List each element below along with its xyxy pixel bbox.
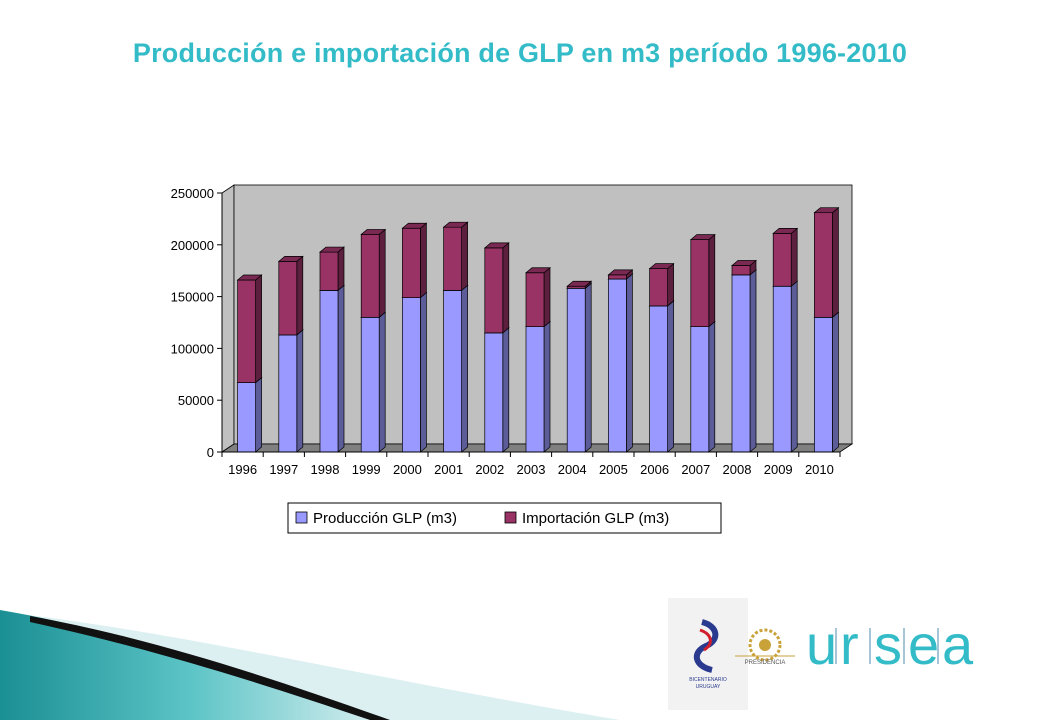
- bar-produccion-2000: [401, 291, 428, 453]
- y-tick-label: 50000: [178, 393, 214, 408]
- bar-importacion-1997: [277, 255, 304, 336]
- x-tick-label: 2007: [681, 462, 710, 477]
- bar-importacion-1998: [319, 246, 345, 292]
- ursea-letter: r: [840, 613, 859, 676]
- presidencia-text: PRESIDENCIA: [745, 660, 786, 666]
- x-tick-label: 1996: [228, 462, 257, 477]
- ursea-letter: u: [806, 613, 837, 676]
- bar-importacion-2010: [813, 206, 840, 319]
- x-tick-label: 1998: [311, 462, 340, 477]
- bar-importacion-2000: [401, 222, 428, 299]
- ursea-letter: s: [874, 613, 902, 676]
- bar-importacion-2003: [525, 267, 551, 328]
- legend-label-importacion: Importación GLP (m3): [522, 510, 669, 527]
- bicentenario-uruguay-text: URUGUAY: [696, 684, 721, 690]
- bar-importacion-2001: [442, 221, 469, 292]
- x-tick-label: 2004: [558, 462, 587, 477]
- x-tick-label: 2003: [517, 462, 546, 477]
- bar-produccion-2001: [442, 284, 469, 453]
- ursea-letter: e: [908, 613, 939, 676]
- x-tick-label: 2006: [640, 462, 669, 477]
- ursea-letter: a: [942, 613, 974, 676]
- chart-bars: [236, 206, 840, 453]
- y-tick-label: 0: [207, 445, 214, 460]
- bar-importacion-2009: [772, 227, 799, 287]
- y-axis: 0 50000 100000 150000 200000 250000: [171, 186, 223, 460]
- bicentenario-logo: BICENTENARIO URUGUAY: [668, 598, 748, 710]
- y-tick-label: 250000: [171, 186, 214, 201]
- bar-importacion-2006: [648, 262, 675, 307]
- bar-importacion-2002: [483, 242, 510, 334]
- bar-importacion-2004: [566, 280, 593, 290]
- x-tick-label: 2008: [723, 462, 752, 477]
- legend-swatch-importacion: [504, 511, 517, 524]
- swoosh-black: [30, 616, 390, 720]
- y-tick-label: 200000: [171, 238, 214, 253]
- bar-importacion-2007: [689, 233, 716, 328]
- slide-title: Producción e importación de GLP en m3 pe…: [132, 38, 908, 68]
- bar-produccion-2007: [689, 320, 716, 453]
- legend-swatch-produccion: [295, 511, 308, 524]
- bar-produccion-2004: [566, 282, 593, 453]
- x-tick-label: 2009: [764, 462, 793, 477]
- bar-importacion-1996: [236, 274, 263, 384]
- presidencia-logo: PRESIDENCIA: [735, 628, 795, 666]
- x-tick-label: 2005: [599, 462, 628, 477]
- x-tick-label: 2001: [434, 462, 463, 477]
- x-tick-label: 2000: [393, 462, 422, 477]
- legend-box: [287, 502, 722, 534]
- x-tick-label: 2002: [475, 462, 504, 477]
- bicentenario-text: BICENTENARIO: [689, 677, 727, 683]
- bar-importacion-1999: [360, 228, 387, 319]
- swoosh-teal: [0, 610, 380, 720]
- x-tick-label: 1997: [269, 462, 298, 477]
- bar-importacion-2008: [731, 259, 757, 276]
- bar-importacion-2005: [607, 269, 634, 280]
- x-axis: 1996 1997 1998 1999 2000 2001 2002 2003 2004 2005…: [221, 451, 841, 477]
- y-tick-label: 100000: [171, 341, 214, 356]
- x-tick-label: 2010: [805, 462, 834, 477]
- chart-legend: Producción GLP (m3) Importación GLP (m3): [287, 502, 722, 534]
- y-tick-label: 150000: [171, 290, 214, 305]
- x-tick-label: 1999: [352, 462, 381, 477]
- legend-label-produccion: Producción GLP (m3): [313, 510, 457, 527]
